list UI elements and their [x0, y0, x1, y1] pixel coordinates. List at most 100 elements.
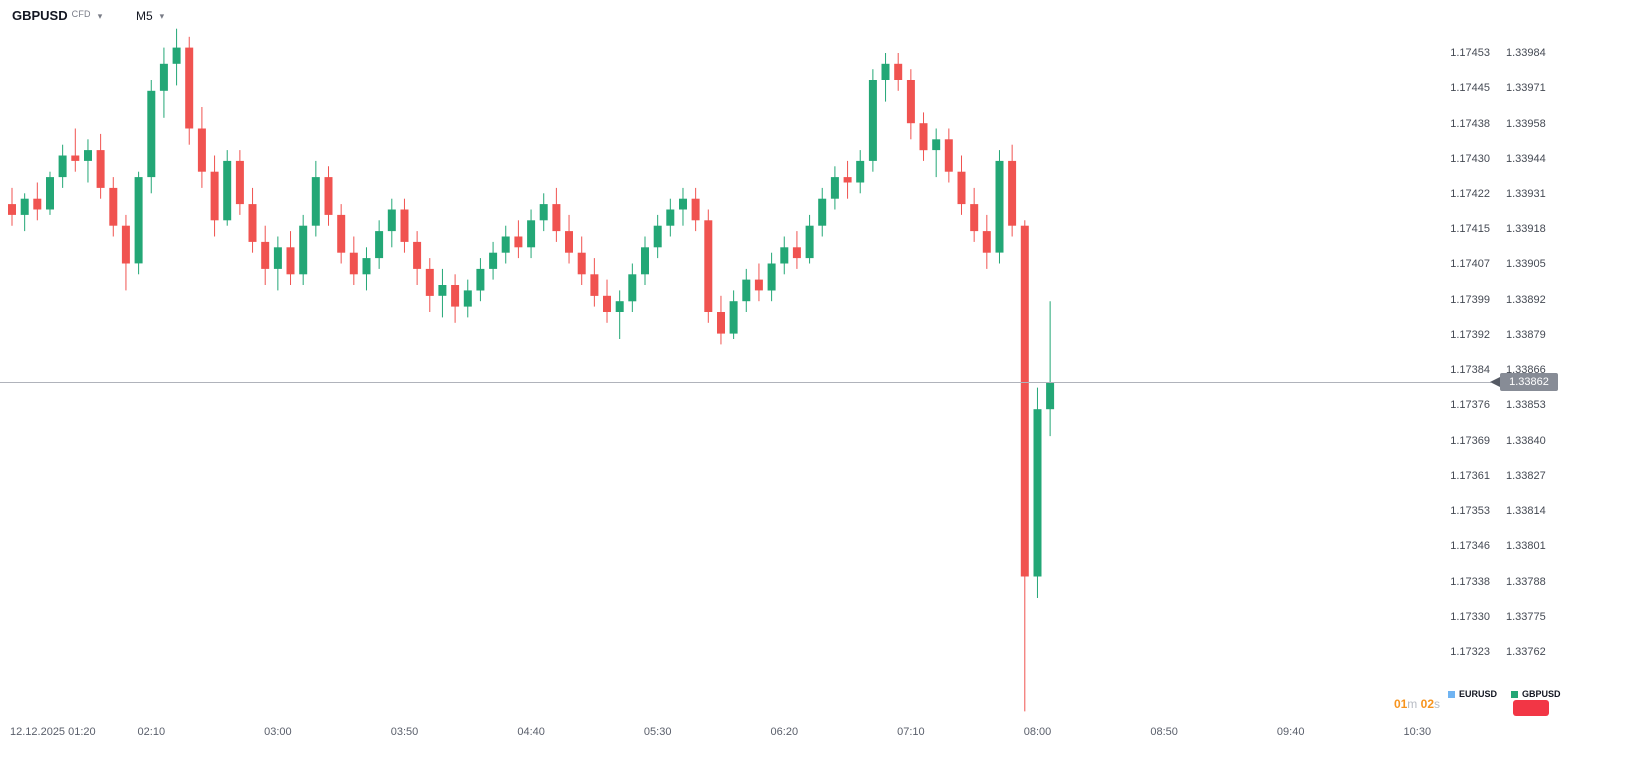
candle	[628, 274, 637, 302]
price-label: 1.33762	[1506, 646, 1546, 658]
gbpusd-swatch-icon	[1511, 690, 1519, 698]
time-axis[interactable]: 12.12.2025 01:20 02:10 03:00 03:50 04:40 05:3…	[0, 718, 1500, 748]
current-price-line	[0, 382, 1491, 383]
candle	[919, 123, 928, 151]
time-label: 04:40	[517, 726, 545, 738]
price-label: 1.17415	[1450, 223, 1490, 236]
price-label: 1.33971	[1506, 82, 1546, 95]
legend-label: GBPUSD	[1522, 689, 1561, 699]
candle	[375, 231, 384, 259]
price-label: 1.17422	[1450, 187, 1490, 200]
time-label: 12.12.2025 01:20	[10, 726, 96, 738]
candle	[868, 80, 877, 161]
candle	[906, 80, 915, 124]
legend-item-gbpusd[interactable]: GBPUSD	[1511, 689, 1561, 699]
candle	[615, 301, 624, 312]
candlestick-chart	[8, 28, 1055, 712]
candle	[463, 290, 472, 307]
candle	[413, 241, 422, 269]
candle	[147, 90, 156, 178]
candle	[717, 312, 725, 334]
candle	[729, 301, 738, 334]
candle	[400, 209, 409, 242]
candle	[71, 155, 80, 161]
candle	[894, 63, 903, 80]
candle	[552, 204, 561, 232]
price-label: 1.17369	[1450, 434, 1490, 447]
candle	[805, 225, 814, 259]
candle	[387, 209, 396, 232]
price-label: 1.17338	[1450, 575, 1490, 588]
chart-pane[interactable]	[0, 0, 1500, 718]
candle	[666, 209, 675, 226]
candle	[223, 160, 232, 221]
countdown-seconds-unit: s	[1434, 697, 1440, 711]
candle	[96, 150, 105, 188]
legend-label: EURUSD	[1459, 689, 1498, 699]
legend-item-eurusd[interactable]: EURUSD	[1448, 689, 1497, 699]
price-label: 1.33892	[1506, 293, 1546, 306]
candle	[944, 139, 953, 172]
countdown-minutes-unit: m	[1407, 697, 1418, 711]
candle	[185, 47, 194, 129]
candle	[299, 225, 308, 275]
candle	[995, 160, 1004, 253]
time-label: 10:30	[1403, 726, 1432, 738]
price-label: 1.33958	[1506, 117, 1546, 130]
candle	[539, 204, 548, 221]
candle	[311, 177, 320, 226]
candle	[653, 225, 662, 248]
candle	[349, 252, 358, 275]
instrument-type-label: CFD	[71, 9, 91, 19]
time-label: 06:20	[770, 726, 799, 738]
candle	[235, 160, 244, 205]
candle	[46, 177, 54, 210]
countdown-minutes: 01	[1393, 697, 1408, 711]
symbol-selector[interactable]: GBPUSD CFD ▾	[12, 8, 102, 24]
price-label: 1.17330	[1450, 610, 1490, 623]
time-label: 03:50	[390, 726, 419, 738]
candle	[1033, 409, 1042, 577]
price-label: 1.17438	[1450, 117, 1490, 130]
candle	[1020, 225, 1029, 577]
series-legend: EURUSD GBPUSD	[1448, 689, 1561, 699]
candle	[792, 247, 801, 259]
price-label: 1.33801	[1506, 540, 1546, 553]
symbol-name: GBPUSD	[12, 8, 68, 23]
candle	[121, 225, 130, 264]
price-label: 1.17430	[1450, 152, 1490, 165]
candle	[641, 247, 649, 275]
price-axis-eurusd[interactable]: 1.17453 1.17445 1.17438 1.17430 1.17422 1.174…	[1438, 0, 1490, 718]
candle	[84, 150, 92, 161]
candle	[8, 204, 16, 215]
candle	[881, 63, 890, 80]
candle	[159, 63, 168, 91]
candle	[856, 160, 865, 183]
timeframe-label: M5	[136, 9, 153, 23]
price-label: 1.17453	[1450, 47, 1490, 59]
candle-countdown: 01m 02s	[1320, 697, 1440, 711]
candle	[590, 274, 599, 296]
price-label: 1.33905	[1506, 258, 1546, 271]
price-label: 1.33853	[1506, 399, 1546, 412]
candle	[830, 177, 839, 199]
time-label: 08:00	[1023, 726, 1052, 738]
candle	[197, 128, 206, 172]
red-badge[interactable]	[1513, 700, 1549, 716]
candle	[603, 295, 611, 312]
candle	[451, 285, 460, 307]
time-label: 03:00	[264, 726, 292, 738]
candle	[20, 198, 29, 215]
candle	[754, 279, 763, 291]
price-label: 1.33918	[1506, 223, 1546, 236]
price-axis-gbpusd[interactable]: 1.33984 1.33971 1.33958 1.33944 1.33931 1.339…	[1506, 0, 1566, 718]
price-label: 1.17346	[1450, 540, 1490, 553]
candle	[742, 279, 751, 302]
chevron-down-icon: ▾	[159, 11, 165, 21]
timeframe-selector[interactable]: M5 ▾	[136, 8, 164, 24]
price-label: 1.33879	[1506, 328, 1546, 341]
candle	[818, 198, 827, 226]
price-label: 1.17399	[1450, 293, 1490, 306]
candle	[273, 247, 282, 269]
candle	[58, 155, 67, 178]
